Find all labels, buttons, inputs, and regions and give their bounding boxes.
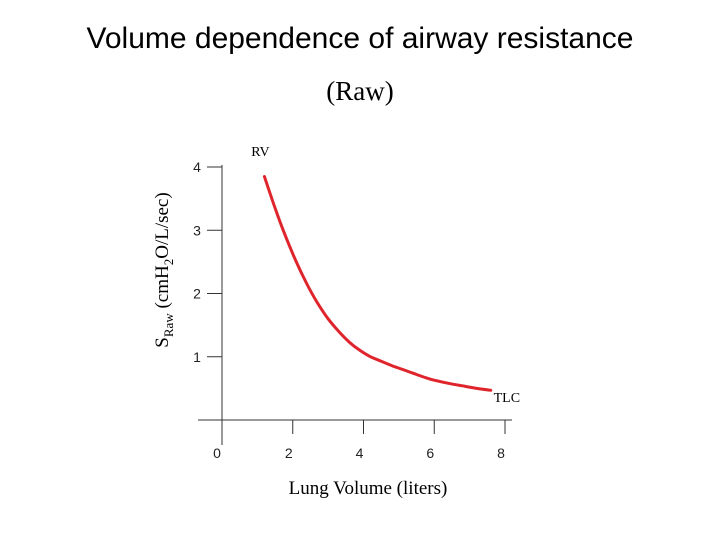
y-tick-label: 2 (193, 286, 201, 302)
chart-series (262, 175, 493, 392)
resistance-curve-line (262, 175, 493, 392)
annotation-tlc: TLC (494, 391, 520, 406)
chart-axes (198, 165, 512, 445)
y-tick-label: 3 (193, 222, 201, 238)
x-tick-label: 8 (497, 445, 505, 461)
slide-subtitle: (Raw) (326, 76, 394, 106)
chart-ticks: 1 2 3 4 0 2 4 6 8 (193, 159, 506, 461)
annotation-rv: RV (251, 145, 269, 160)
chart-labels: RV TLC Lung Volume (liters) SRaw (cmH2O/L/s… (152, 145, 520, 499)
x-tick-label: 0 (213, 445, 221, 461)
x-tick-label: 4 (356, 445, 364, 461)
slide-title: Volume dependence of airway resistance (86, 22, 634, 55)
y-tick-label: 4 (193, 159, 201, 175)
x-tick-label: 6 (426, 445, 434, 461)
x-tick-label: 2 (285, 445, 293, 461)
y-axis-label: SRaw (cmH2O/L/sec) (152, 192, 176, 347)
y-tick-label: 1 (193, 349, 201, 365)
x-axis-label: Lung Volume (liters) (289, 478, 448, 499)
